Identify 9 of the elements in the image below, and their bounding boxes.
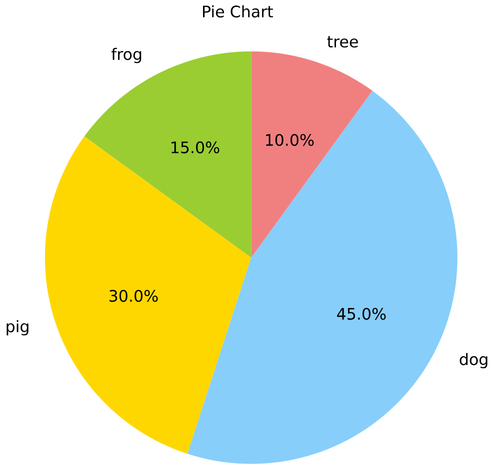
slice-label: dog [460, 353, 488, 368]
data-label: 10.0% [266, 134, 314, 146]
slice-label: frog [111, 48, 142, 64]
slice-label: pig [6, 320, 28, 336]
data-label: 15.0% [172, 141, 220, 154]
chart-title: Pie Chart [203, 5, 273, 18]
data-label: 45.0% [337, 308, 386, 320]
data-label: 30.0% [110, 290, 158, 302]
slice-label: tree [327, 36, 358, 48]
